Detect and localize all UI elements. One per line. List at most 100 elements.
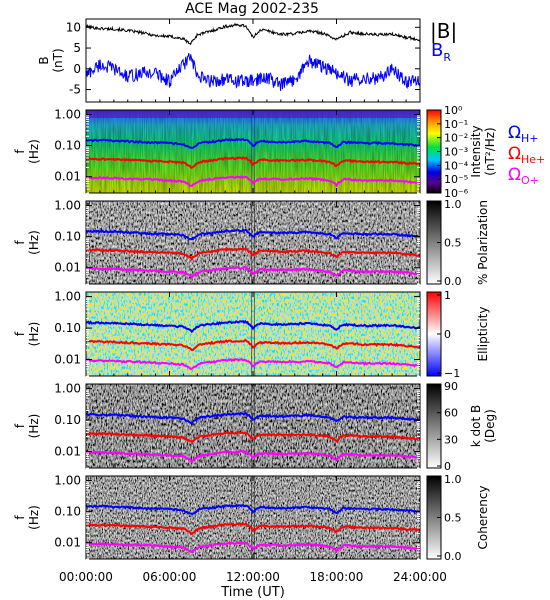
polarization-o_plus-line	[85, 265, 421, 279]
coherency-y-label: f	[13, 515, 27, 520]
polarization-colorbar-tick-label: 0.0	[444, 275, 462, 288]
legend-omega-o: ΩO+	[508, 165, 539, 187]
kdotb-colorbar-label: k dot B	[469, 405, 483, 447]
polarization-y-label-units: (Hz)	[27, 230, 41, 255]
legend-btotal: |B|	[430, 19, 457, 43]
ellipticity-y-label: f	[13, 331, 27, 336]
ellipticity-colorbar-tick-label: 0	[444, 328, 451, 341]
ellipticity-o_plus-line	[85, 358, 420, 371]
kdotb-he_plus-line	[85, 431, 421, 443]
legend-bradial-main: B	[431, 40, 443, 61]
legend-omega-he: ΩHe+	[508, 144, 545, 166]
coherency-y-tick-label: 0.10	[54, 505, 81, 519]
ellipticity-y-tick-label: 0.01	[54, 353, 81, 367]
x-tick-label: 06:00:00	[143, 570, 197, 584]
legend-omega-h: ΩH+	[508, 123, 539, 145]
kdotb-y-tick-label: 0.10	[54, 413, 81, 427]
coherency-colorbar-tick-label: 0.5	[444, 512, 462, 525]
coherency-o_plus-line	[85, 540, 421, 554]
panel-backgrounds	[86, 110, 420, 559]
series-btotal	[85, 22, 421, 46]
kdotb-h_plus-line	[85, 411, 421, 425]
polarization-colorbar-tick-label: 0.5	[444, 237, 462, 250]
intensity-y-label: f	[13, 149, 27, 154]
polarization-y-tick-label: 1.00	[54, 199, 81, 213]
intensity-colorbar-units: (nT²/Hz)	[483, 127, 497, 175]
legend-omega-he-sub: He+	[521, 153, 545, 166]
polarization-y-label: f	[13, 240, 27, 245]
legend-omega-o-symbol: Ω	[508, 165, 521, 185]
field-y-tick-label: 10	[66, 20, 81, 34]
intensity-y-tick-label: 0.10	[54, 139, 81, 153]
intensity-colorbar-tick-label: 10⁻⁶	[444, 187, 469, 200]
figure-title: ACE Mag 2002-235	[185, 1, 319, 17]
field-y-tick-label: 5	[73, 41, 81, 55]
intensity-colorbar-tick-label: 10⁻¹	[444, 118, 468, 131]
kdotb-colorbar-tick-label: 90	[444, 380, 458, 393]
coherency-y-tick-label: 0.01	[54, 536, 81, 550]
coherency-he_plus-line	[85, 522, 421, 535]
legend-bradial-sub: R	[443, 51, 451, 64]
x-tick-label: 18:00:00	[310, 570, 364, 584]
kdotb-colorbar-tick-label: 0	[444, 460, 451, 473]
legend-omega-h-symbol: Ω	[508, 123, 521, 143]
legend-bradial: BR	[431, 40, 451, 64]
ellipticity-he_plus-line	[85, 338, 421, 352]
x-tick-label: 00:00:00	[59, 570, 113, 584]
kdotb-o_plus-line	[85, 449, 421, 464]
intensity-colorbar-tick-label: 10⁰	[444, 104, 463, 117]
field-y-label: B	[37, 56, 51, 64]
ellipticity-colorbar-tick-label: 1	[444, 289, 451, 302]
intensity-colorbar-tick-label: 10⁻³	[444, 146, 468, 159]
legend-omega-he-symbol: Ω	[508, 144, 521, 164]
field-y-tick-label: -5	[69, 83, 81, 97]
x-axis-label: Time (UT)	[220, 585, 285, 600]
intensity-colorbar-tick-label: 10⁻⁴	[444, 159, 469, 172]
intensity-o_plus-line	[85, 174, 421, 188]
x-tick-label: 24:00:00	[393, 570, 447, 584]
kdotb-y-tick-label: 1.00	[54, 382, 81, 396]
kdotb-colorbar	[426, 383, 442, 469]
polarization-colorbar-tick-label: 1.0	[444, 198, 462, 211]
intensity-he_plus-line	[85, 156, 421, 169]
colorbars	[426, 109, 442, 560]
intensity-colorbar-tick-label: 10⁻⁵	[444, 173, 468, 186]
intensity-y-tick-label: 0.01	[54, 170, 81, 184]
ellipticity-y-tick-label: 1.00	[54, 290, 81, 304]
x-tick-label: 12:00:00	[226, 570, 280, 584]
ellipticity-colorbar-tick-label: −1	[444, 367, 460, 380]
coherency-colorbar-tick-label: 1.0	[444, 473, 462, 486]
polarization-y-tick-label: 0.10	[54, 230, 81, 244]
coherency-colorbar-tick-label: 0.0	[444, 550, 462, 563]
kdotb-colorbar-tick-label: 30	[444, 433, 458, 446]
coherency-y-label-units: (Hz)	[27, 505, 41, 530]
kdotb-y-label: f	[13, 423, 27, 428]
kdotb-colorbar-units: (Deg)	[483, 409, 497, 443]
series-bradial	[85, 52, 421, 91]
kdotb-y-label-units: (Hz)	[27, 414, 41, 439]
legend-omega-o-sub: O+	[521, 174, 539, 187]
ellipticity-y-tick-label: 0.10	[54, 321, 81, 335]
ellipticity-h_plus-line	[85, 319, 421, 334]
ellipticity-y-label-units: (Hz)	[27, 322, 41, 347]
field-y-label-units: (nT)	[51, 48, 65, 72]
polarization-h_plus-line	[85, 228, 421, 241]
intensity-h_plus-line	[85, 137, 421, 150]
polarization-colorbar-label: % Polarization	[476, 200, 490, 285]
intensity-colorbar-label: Intensity	[469, 125, 483, 177]
kdotb-colorbar-tick-label: 60	[444, 407, 458, 420]
polarization-y-tick-label: 0.01	[54, 261, 81, 275]
coherency-y-tick-label: 1.00	[54, 474, 81, 488]
legend-omega-h-sub: H+	[521, 132, 539, 145]
coherency-colorbar-label: Coherency	[476, 485, 490, 549]
kdotb-y-tick-label: 0.01	[54, 445, 81, 459]
polarization-he_plus-line	[85, 247, 421, 261]
field-y-tick-label: 0	[73, 62, 81, 76]
ellipticity-colorbar-label: Ellipticity	[476, 307, 490, 362]
intensity-y-label-units: (Hz)	[27, 139, 41, 164]
coherency-h_plus-line	[85, 503, 421, 516]
intensity-y-tick-label: 1.00	[54, 108, 81, 122]
